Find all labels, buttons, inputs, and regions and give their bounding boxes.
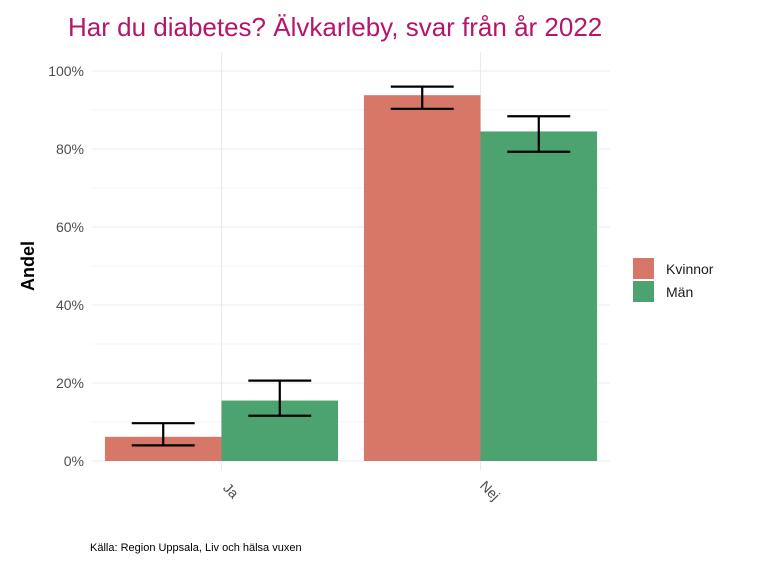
legend-label-man: Män	[666, 283, 694, 300]
y-axis-label: Andel	[18, 241, 38, 291]
legend-key-kvinnor	[633, 258, 654, 279]
legend-key-man	[633, 281, 654, 302]
y-tick-label: 100%	[48, 63, 84, 79]
legend: Kvinnor Män	[633, 257, 713, 303]
y-tick-label: 0%	[64, 453, 84, 469]
bar	[363, 95, 481, 462]
y-tick-label: 20%	[56, 375, 84, 391]
legend-label-kvinnor: Kvinnor	[666, 260, 714, 277]
x-tick-label: Ja	[220, 480, 242, 502]
legend-item-man: Män	[633, 280, 713, 303]
x-axis: Ja Nej	[220, 477, 503, 503]
bar	[480, 131, 598, 461]
bars	[104, 95, 598, 462]
y-tick-label: 60%	[56, 219, 84, 235]
legend-item-kvinnor: Kvinnor	[633, 257, 713, 280]
chart-title: Har du diabetes? Älvkarleby, svar från å…	[68, 12, 603, 42]
y-axis: 0% 20% 40% 60% 80% 100%	[48, 63, 84, 469]
x-tick-label: Nej	[477, 477, 503, 503]
y-tick-label: 40%	[56, 297, 84, 313]
y-tick-label: 80%	[56, 141, 84, 157]
source-caption: Källa: Region Uppsala, Liv och hälsa vux…	[90, 542, 302, 554]
error-bars	[131, 85, 571, 447]
